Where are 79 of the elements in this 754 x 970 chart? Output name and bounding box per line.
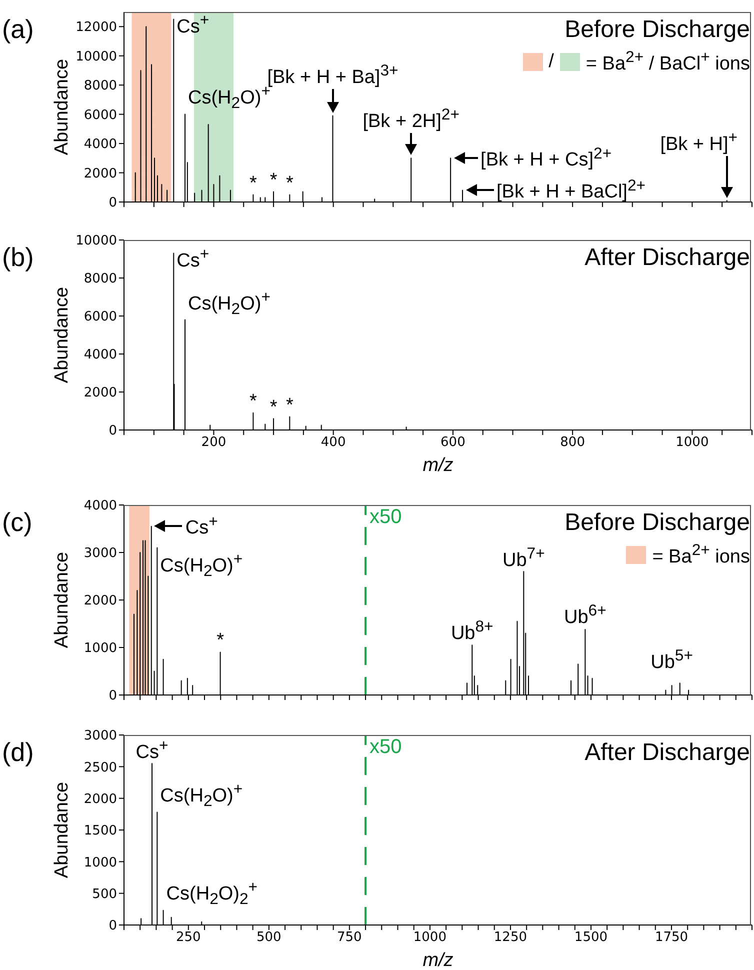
annotation: * [270,170,278,191]
x-tick-label: 600 [440,435,466,450]
y-tick-label: 0 [108,196,117,211]
x-tick-label: 200 [201,435,226,450]
y-tick-label: 0 [108,918,117,934]
annotation: = Ba$^{2+}$ ions [652,542,750,568]
x-tick-label: 250 [176,930,201,946]
y-tick-label: 10000 [76,49,117,64]
y-tick-label: 2000 [84,166,117,182]
y-tick-label: 0 [108,688,117,704]
ref-line-label: x50 [370,506,402,528]
x-tick-label: 1750 [654,930,688,946]
annotation: Ub$^{6+}$ [564,603,606,628]
x-axis-title: m/z [422,950,454,970]
text: (d) [2,737,34,767]
annotation: Ub$^{7+}$ [502,545,545,570]
y-tick-label: 3000 [84,728,117,744]
annotation: [Bk + H + Ba]$^{3+}$ [267,62,398,88]
y-tick-label: 8000 [84,78,117,94]
annotation: Cs(H$_{2}$O)$^{+}$ [160,781,243,810]
text: (c) [2,507,32,537]
annotation: * [286,172,294,194]
y-tick-label: 2500 [84,760,117,776]
y-tick-label: 4000 [84,137,117,152]
y-axis-title: Abundance [52,58,72,156]
x-tick-label: 1000 [413,930,446,946]
x-tick-label: 750 [337,930,362,946]
annotation: / [548,51,554,72]
y-tick-label: 1500 [84,824,117,839]
y-tick-label: 2000 [84,594,117,609]
annotation: * [216,630,224,652]
text: (a) [2,14,34,44]
annotation: Cs$^{+}$ [176,12,210,38]
y-tick-label: 6000 [84,310,117,325]
annotation: Cs$^{+}$ [185,514,218,540]
text: (b) [2,242,34,272]
y-tick-label: 3000 [84,546,117,562]
annotation: [Bk + H]$^{+}$ [660,129,738,155]
y-axis-title: Abundance [52,286,72,384]
annotation: Cs$^{+}$ [136,737,168,762]
annotation: Cs(H$_{2}$O)$^{+}$ [188,288,270,318]
y-tick-label: 2000 [84,792,117,807]
y-tick-label: 1000 [84,855,117,870]
y-tick-label: 4000 [84,348,117,363]
chart-title: After Discharge [584,739,750,766]
y-tick-label: 500 [92,886,117,902]
x-tick-label: 500 [256,930,282,946]
annotation: * [249,390,257,412]
chart-title: Before Discharge [564,16,750,43]
x-tick-label: 800 [560,435,585,450]
annotation: Cs(H$_{2}$O)$^{+}$ [160,550,243,580]
y-tick-label: 0 [108,424,117,439]
annotation: * [270,396,278,418]
y-tick-label: 1000 [84,641,117,656]
annotation: [Bk + 2H]$^{2+}$ [362,106,460,132]
y-axis-title: Abundance [52,552,72,648]
annotation: * [249,172,257,194]
annotation: Ub$^{8+}$ [450,618,494,644]
x-tick-label: 1000 [676,435,709,450]
y-tick-label: 10000 [76,234,117,249]
x-tick-label: 400 [320,435,346,450]
y-tick-label: 12000 [76,20,117,36]
annotation: [Bk + H + Cs]$^{2+}$ [480,145,612,171]
ref-line-label: x50 [370,736,402,758]
y-tick-label: 2000 [84,386,117,401]
annotation: Cs$^{+}$ [176,246,210,272]
annotation: = Ba$^{2+}$ / BaCl$^{+}$ ions [586,49,750,74]
chart-title: After Discharge [584,244,750,271]
y-tick-label: 6000 [84,108,117,123]
y-tick-label: 4000 [84,498,117,514]
x-tick-label: 1250 [494,930,528,946]
x-tick-label: 1500 [574,930,608,946]
chart-title: Before Discharge [564,509,750,536]
x-axis-title: m/z [422,455,454,476]
y-tick-label: 8000 [84,272,117,287]
annotation: * [286,394,294,416]
y-axis-title: Abundance [52,782,72,878]
annotation: Ub$^{5+}$ [650,647,693,672]
annotation: [Bk + H + BaCl]$^{2+}$ [496,178,646,203]
